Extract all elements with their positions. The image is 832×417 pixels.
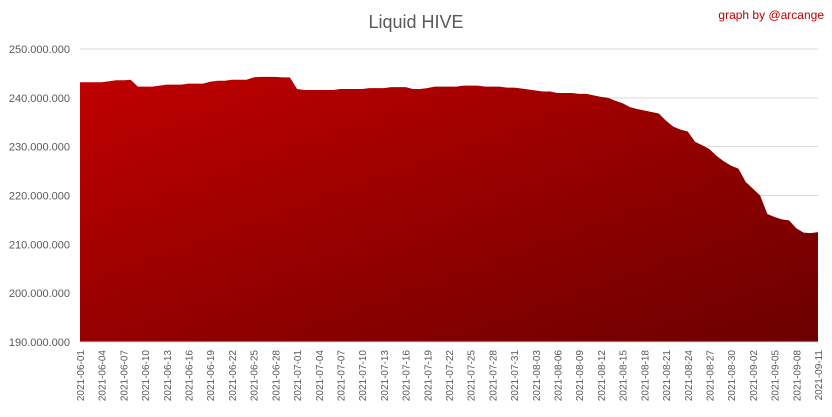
series-area-shape bbox=[80, 76, 818, 342]
x-tick-label: 2021-07-19 bbox=[423, 350, 434, 402]
x-tick-label: 2021-08-18 bbox=[640, 350, 651, 402]
x-tick-label: 2021-07-25 bbox=[467, 350, 478, 402]
x-tick-label: 2021-07-31 bbox=[510, 350, 521, 402]
x-tick-label: 2021-08-30 bbox=[727, 350, 738, 402]
y-tick-label: 250.000.000 bbox=[9, 44, 70, 56]
x-tick-label: 2021-08-24 bbox=[684, 350, 695, 402]
x-tick-label: 2021-06-25 bbox=[250, 350, 261, 402]
x-tick-label: 2021-06-19 bbox=[206, 350, 217, 402]
x-tick-label: 2021-07-28 bbox=[488, 350, 499, 402]
x-tick-label: 2021-08-15 bbox=[619, 350, 630, 402]
x-tick-label: 2021-07-10 bbox=[358, 350, 369, 402]
y-tick-label: 190.000.000 bbox=[9, 337, 70, 349]
x-tick-label: 2021-08-27 bbox=[705, 350, 716, 402]
x-tick-label: 2021-08-21 bbox=[662, 350, 673, 402]
credit-label: graph by @arcange bbox=[718, 8, 824, 22]
x-tick-label: 2021-06-22 bbox=[228, 350, 239, 402]
chart-title: Liquid HIVE bbox=[368, 12, 464, 32]
x-tick-label: 2021-07-07 bbox=[336, 350, 347, 402]
y-tick-label: 210.000.000 bbox=[9, 239, 70, 251]
x-tick-label: 2021-07-22 bbox=[445, 350, 456, 402]
y-tick-label: 240.000.000 bbox=[9, 93, 70, 105]
x-tick-label: 2021-09-02 bbox=[749, 350, 760, 402]
x-tick-label: 2021-07-01 bbox=[293, 350, 304, 402]
x-tick-label: 2021-06-13 bbox=[163, 350, 174, 402]
y-tick-label: 200.000.000 bbox=[9, 288, 70, 300]
series-area bbox=[80, 76, 818, 342]
y-tick-label: 220.000.000 bbox=[9, 191, 70, 203]
x-tick-label: 2021-07-16 bbox=[402, 350, 413, 402]
x-tick-label: 2021-06-10 bbox=[141, 350, 152, 402]
x-axis: 2021-06-01 2021-06-04 2021-06-07 2021-06-10… bbox=[76, 341, 825, 402]
x-tick-label: 2021-06-01 bbox=[76, 350, 87, 402]
x-tick-label: 2021-08-12 bbox=[597, 350, 608, 402]
x-tick-label: 2021-09-05 bbox=[771, 350, 782, 402]
x-tick-label: 2021-09-11 bbox=[814, 350, 825, 401]
x-tick-label: 2021-06-28 bbox=[271, 350, 282, 402]
x-tick-label: 2021-08-06 bbox=[554, 350, 565, 402]
x-tick-label: 2021-07-04 bbox=[315, 350, 326, 402]
x-tick-label: 2021-06-16 bbox=[185, 350, 196, 402]
x-tick-label: 2021-08-09 bbox=[575, 350, 586, 402]
x-tick-label: 2021-06-07 bbox=[119, 350, 130, 402]
y-tick-label: 230.000.000 bbox=[9, 142, 70, 154]
x-tick-label: 2021-08-03 bbox=[532, 350, 543, 402]
x-tick-label: 2021-06-04 bbox=[98, 350, 109, 402]
y-axis: 190.000.000 200.000.000 210.000.000 220.000… bbox=[9, 44, 70, 349]
x-tick-label: 2021-09-08 bbox=[792, 350, 803, 402]
x-tick-label: 2021-07-13 bbox=[380, 350, 391, 402]
